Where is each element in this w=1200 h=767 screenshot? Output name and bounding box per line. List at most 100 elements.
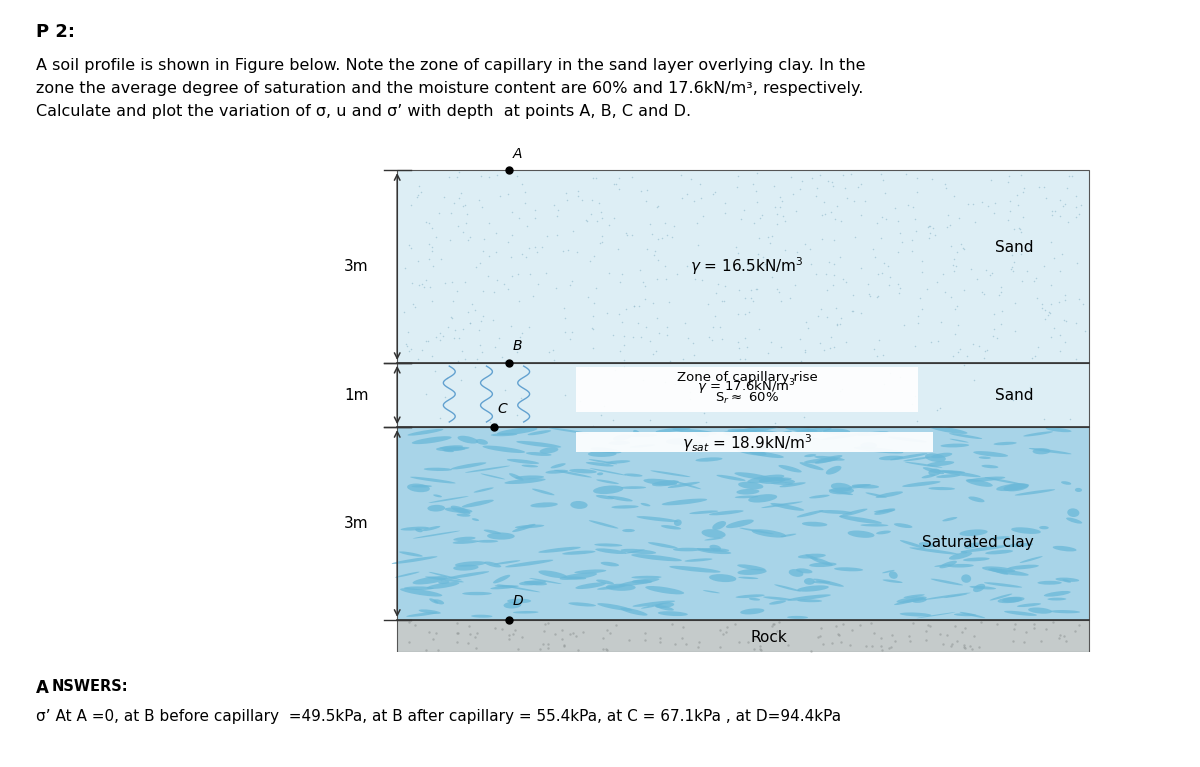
Point	[700, 331, 719, 344]
Point	[1004, 265, 1024, 278]
Point	[726, 617, 745, 630]
Ellipse shape	[1039, 526, 1049, 529]
Point	[785, 279, 804, 291]
Point	[850, 619, 869, 631]
Ellipse shape	[928, 461, 954, 466]
Point	[942, 637, 961, 650]
Point	[479, 270, 498, 282]
Point	[878, 260, 898, 272]
Point	[958, 350, 977, 362]
Point	[452, 186, 472, 199]
Ellipse shape	[539, 571, 568, 578]
Ellipse shape	[749, 597, 760, 601]
Point	[624, 299, 643, 311]
Point	[685, 273, 704, 285]
Ellipse shape	[982, 465, 998, 469]
Point	[871, 232, 890, 244]
Point	[811, 630, 830, 642]
Ellipse shape	[860, 524, 888, 526]
Ellipse shape	[758, 477, 785, 484]
Point	[1009, 222, 1028, 234]
Point	[557, 194, 576, 206]
Ellipse shape	[738, 482, 763, 489]
Ellipse shape	[590, 447, 622, 453]
Point	[416, 216, 436, 229]
Ellipse shape	[494, 585, 516, 588]
Ellipse shape	[1044, 591, 1070, 597]
Point	[796, 238, 815, 250]
Point	[920, 227, 940, 239]
Ellipse shape	[689, 511, 719, 514]
Point	[415, 281, 434, 293]
Ellipse shape	[606, 584, 636, 591]
Point	[512, 178, 532, 190]
Point	[416, 335, 436, 347]
Point	[1074, 298, 1093, 310]
Point	[890, 370, 910, 383]
Point	[634, 374, 653, 387]
Ellipse shape	[910, 548, 959, 555]
Point	[766, 201, 785, 213]
Point	[984, 207, 1003, 219]
Point	[442, 207, 461, 219]
Ellipse shape	[922, 593, 971, 600]
Point	[577, 214, 596, 226]
Ellipse shape	[457, 436, 479, 443]
Ellipse shape	[737, 489, 760, 495]
Point	[1042, 236, 1061, 249]
Ellipse shape	[506, 459, 539, 464]
Text: $\gamma_{sat}$ = 18.9kN/m$^3$: $\gamma_{sat}$ = 18.9kN/m$^3$	[682, 433, 812, 454]
Point	[781, 170, 800, 183]
Ellipse shape	[589, 520, 618, 528]
Ellipse shape	[696, 457, 722, 462]
Ellipse shape	[1062, 579, 1072, 583]
Text: $\gamma$ = 17.6kN/m$^3$: $\gamma$ = 17.6kN/m$^3$	[697, 377, 797, 397]
Point	[467, 642, 486, 654]
Ellipse shape	[935, 565, 950, 567]
Point	[872, 267, 892, 279]
Point	[499, 616, 518, 628]
Point	[946, 259, 965, 272]
Point	[605, 212, 624, 225]
Ellipse shape	[778, 431, 792, 435]
Ellipse shape	[515, 476, 544, 479]
Ellipse shape	[985, 550, 1013, 555]
Point	[811, 622, 830, 634]
Point	[416, 644, 436, 656]
Ellipse shape	[540, 447, 558, 453]
Ellipse shape	[780, 482, 805, 487]
Point	[823, 278, 842, 291]
Point	[802, 258, 821, 270]
Ellipse shape	[804, 454, 816, 457]
Ellipse shape	[874, 509, 895, 515]
Ellipse shape	[1016, 603, 1042, 607]
Ellipse shape	[734, 472, 772, 480]
Point	[556, 390, 575, 402]
Text: A soil profile is shown in Figure below. Note the zone of capillary in the sand : A soil profile is shown in Figure below.…	[36, 58, 865, 73]
Point	[941, 291, 960, 303]
Point	[434, 191, 454, 203]
Point	[546, 281, 565, 294]
Point	[533, 638, 552, 650]
Point	[976, 345, 995, 357]
Ellipse shape	[929, 487, 955, 490]
Point	[449, 166, 468, 179]
Point	[1012, 248, 1031, 260]
Text: Calculate and plot the variation of σ, u and σ’ with depth  at points A, B, C an: Calculate and plot the variation of σ, u…	[36, 104, 691, 119]
Point	[456, 199, 475, 212]
Ellipse shape	[648, 542, 678, 548]
Point	[672, 192, 691, 204]
Ellipse shape	[694, 441, 707, 448]
Ellipse shape	[997, 597, 1025, 603]
Point	[625, 300, 644, 312]
Point	[694, 209, 713, 222]
Point	[1042, 331, 1061, 344]
Ellipse shape	[569, 602, 596, 607]
Ellipse shape	[967, 476, 1006, 482]
Point	[397, 341, 416, 353]
Ellipse shape	[667, 482, 700, 488]
Text: σ’ At A =0, at B before capillary  =49.5kPa, at B after capillary = 55.4kPa, at : σ’ At A =0, at B before capillary =49.5k…	[36, 709, 841, 725]
Point	[828, 318, 847, 330]
Point	[496, 384, 515, 397]
Point	[666, 378, 685, 390]
